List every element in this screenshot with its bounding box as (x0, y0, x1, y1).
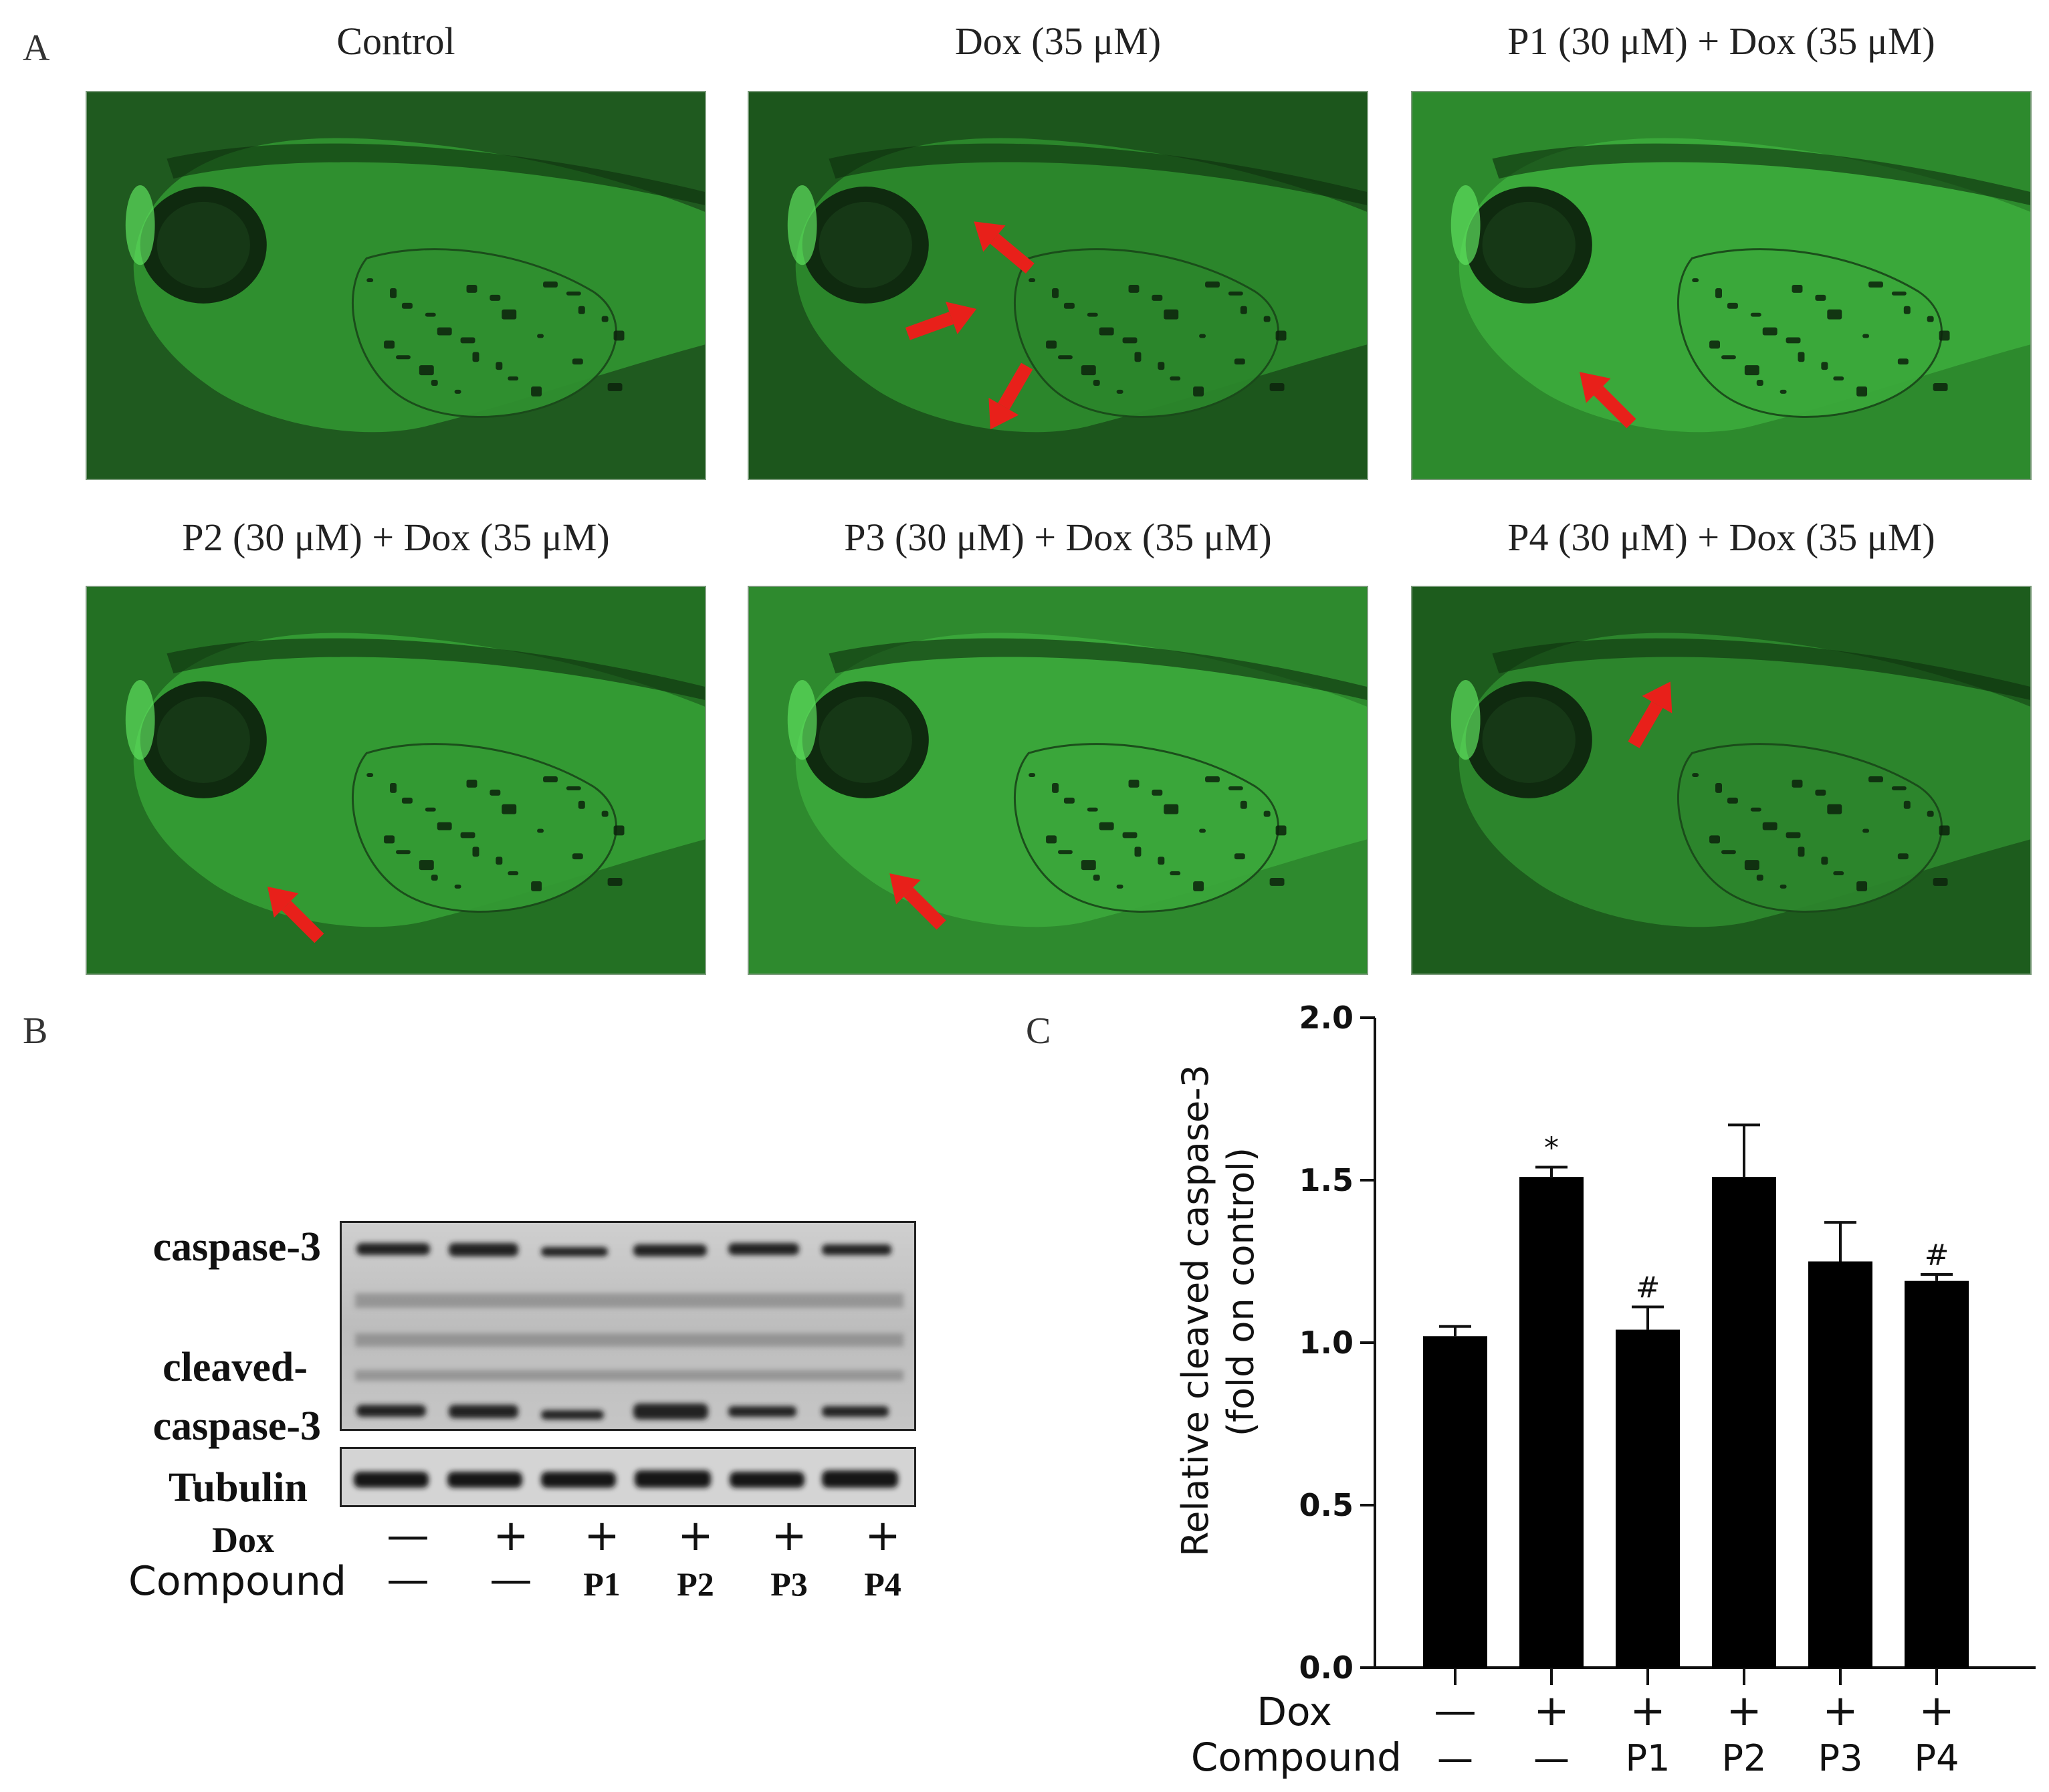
bar-5 (1808, 1261, 1872, 1668)
blot-row-label-dox: Dox (212, 1520, 274, 1560)
bar-3 (1616, 1329, 1680, 1668)
chart-dox-lane-4: + (1726, 1686, 1762, 1736)
image-title-control: Control (336, 19, 455, 63)
zebrafish-image-dox (748, 91, 1368, 480)
blot-dox-lane-1: — (387, 1511, 429, 1561)
bar-2 (1519, 1177, 1584, 1668)
zebrafish-drawing (87, 92, 705, 479)
bar-chart-cleaved-caspase-3: Relative cleaved caspase-3 (fold on cont… (1174, 1000, 2036, 1780)
chart-compound-lane-5: P3 (1818, 1737, 1863, 1779)
bar-1 (1423, 1336, 1487, 1668)
blot-dox-lane-2: + (493, 1511, 529, 1561)
zebrafish-image-p3-dox (748, 586, 1368, 975)
y-axis-label-line1: Relative cleaved caspase-3 (1174, 1065, 1216, 1557)
zebrafish-image-p4-dox (1411, 586, 2032, 975)
band-label-cleaved-line2: caspase-3 (152, 1404, 321, 1449)
chart-compound-lane-2: — (1533, 1737, 1570, 1779)
significance-mark-2: * (1544, 1131, 1559, 1165)
chart-row-label-dox: Dox (1257, 1689, 1332, 1734)
zebrafish-image-p1-dox (1411, 91, 2032, 480)
blot-compound-lane-2: — (490, 1555, 532, 1605)
y-tick-label-1: 0.5 (1299, 1487, 1354, 1523)
image-title-p3-dox: P3 (30 μM) + Dox (35 μM) (844, 516, 1272, 559)
panel-b-letter: B (23, 1010, 48, 1052)
zebrafish-image-control (86, 91, 706, 480)
image-title-dox: Dox (35 μM) (954, 19, 1162, 63)
y-tick-label-3: 1.5 (1299, 1162, 1354, 1198)
chart-dox-lane-3: + (1630, 1686, 1666, 1736)
chart-dox-lane-5: + (1822, 1686, 1858, 1736)
panel-a-letter: A (23, 27, 50, 69)
zebrafish-drawing (1412, 587, 2030, 974)
blot-dox-lane-4: + (677, 1511, 714, 1561)
blot-dox-lane-3: + (584, 1511, 620, 1561)
blot-compound-lane-5: P3 (770, 1565, 808, 1603)
significance-mark-3: # (1636, 1271, 1660, 1305)
blot-caspase-bands (342, 1223, 914, 1429)
image-title-p1-dox: P1 (30 μM) + Dox (35 μM) (1507, 19, 1935, 63)
bar-4 (1712, 1177, 1776, 1668)
blot-compound-lane-1: — (387, 1555, 429, 1605)
bar-6 (1905, 1280, 1969, 1668)
image-title-p4-dox: P4 (30 μM) + Dox (35 μM) (1507, 516, 1935, 559)
panel-c-letter: C (1026, 1010, 1051, 1052)
zebrafish-drawing (1412, 92, 2030, 479)
y-tick-label-2: 1.0 (1299, 1325, 1354, 1361)
chart-compound-lane-6: P4 (1915, 1737, 1959, 1779)
zebrafish-drawing (749, 92, 1367, 479)
chart-row-label-compound: Compound (1191, 1734, 1402, 1780)
blot-dox-lane-5: + (771, 1511, 807, 1561)
y-tick-label-0: 0.0 (1299, 1650, 1354, 1686)
blot-compound-lane-6: P4 (864, 1565, 901, 1603)
zebrafish-image-p2-dox (86, 586, 706, 975)
y-tick-label-4: 2.0 (1299, 1000, 1354, 1036)
chart-dox-lane-2: + (1533, 1686, 1570, 1736)
zebrafish-drawing (87, 587, 705, 974)
significance-mark-6: # (1925, 1238, 1949, 1272)
blot-compound-lane-4: P2 (677, 1565, 714, 1603)
chart-dox-lane-1: — (1434, 1686, 1477, 1736)
blot-compound-lane-3: P1 (583, 1565, 621, 1603)
band-label-tubulin: Tubulin (168, 1465, 308, 1510)
band-label-caspase-3: caspase-3 (152, 1224, 321, 1270)
band-label-cleaved-line1: cleaved- (163, 1345, 308, 1390)
blot-dox-lane-6: + (865, 1511, 901, 1561)
image-title-p2-dox: P2 (30 μM) + Dox (35 μM) (182, 516, 610, 559)
zebrafish-drawing (749, 587, 1367, 974)
chart-compound-lane-3: P1 (1626, 1737, 1670, 1779)
chart-dox-lane-6: + (1919, 1686, 1955, 1736)
western-blot-tubulin (340, 1447, 916, 1507)
chart-compound-lane-1: — (1437, 1737, 1473, 1779)
chart-compound-lane-4: P2 (1722, 1737, 1767, 1779)
blot-row-label-compound: Compound (128, 1558, 346, 1605)
y-axis-label-line2: (fold on control) (1220, 1147, 1262, 1436)
western-blot-caspase (340, 1221, 916, 1431)
blot-tubulin-bands (342, 1449, 914, 1505)
